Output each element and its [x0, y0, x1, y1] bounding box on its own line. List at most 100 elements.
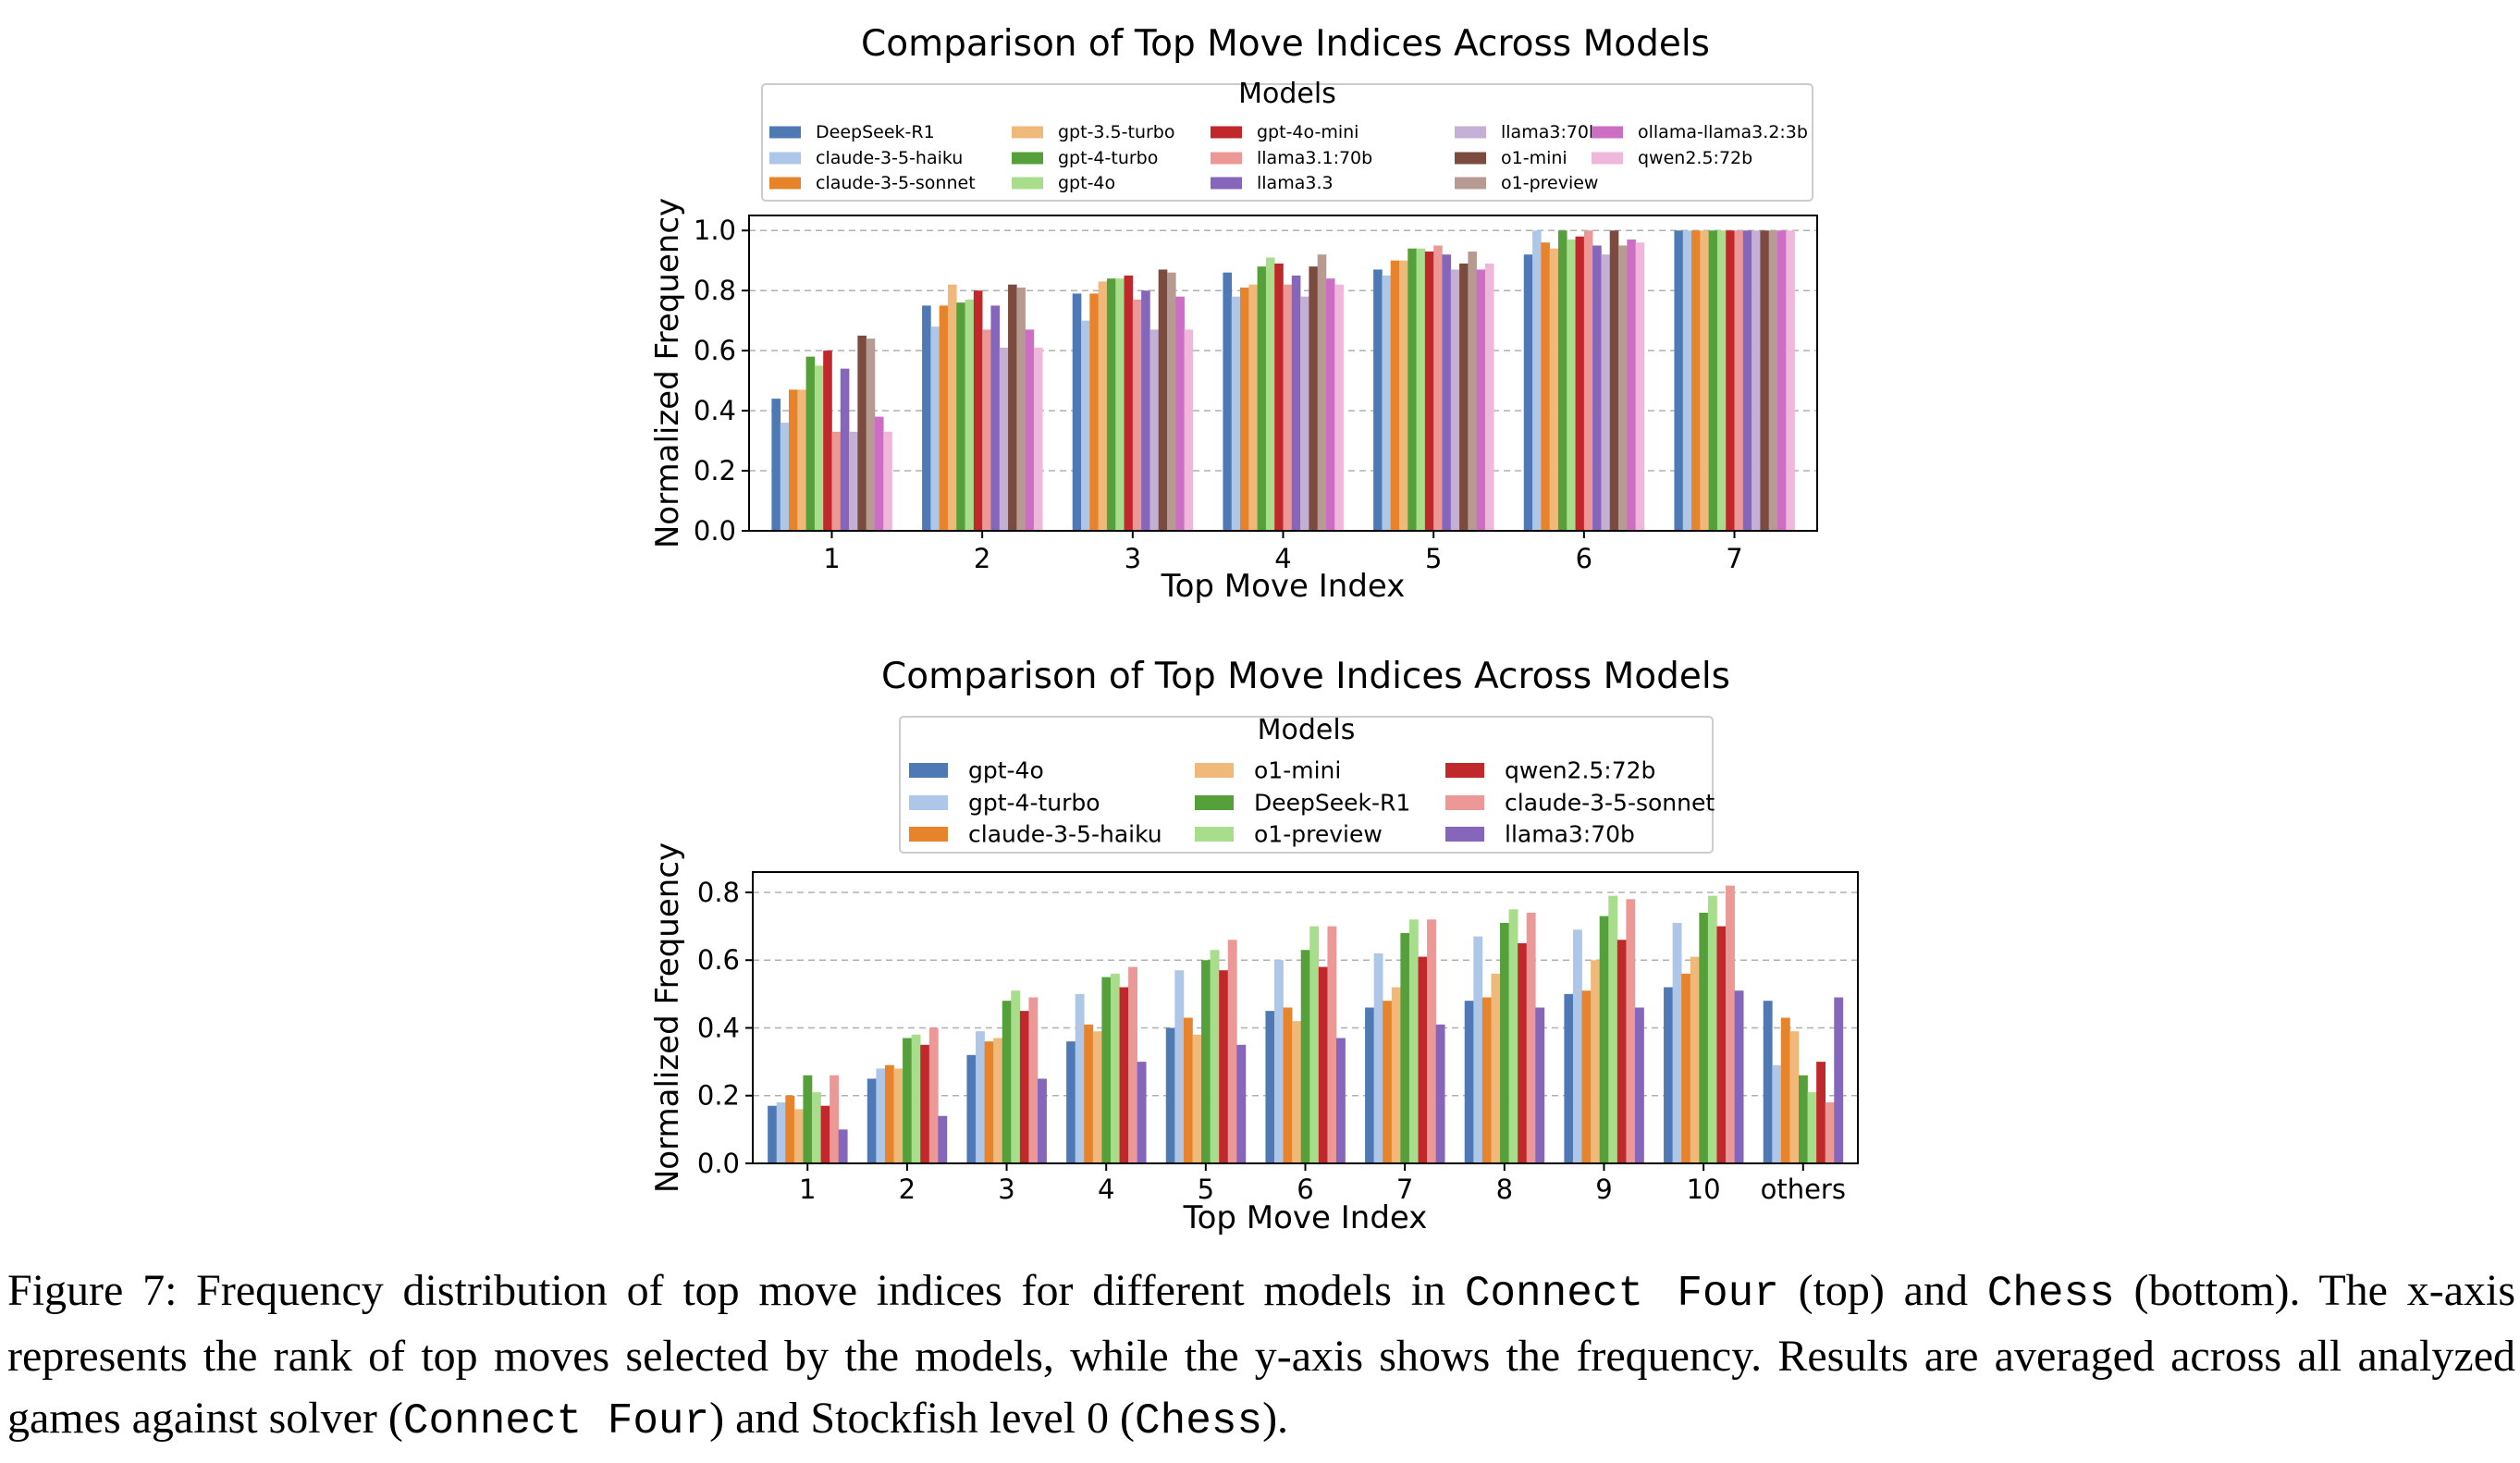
- x-axis-label: Top Move Index: [1161, 568, 1406, 605]
- bar: [1291, 275, 1301, 531]
- bar: [820, 1105, 830, 1163]
- bar: [1292, 1021, 1302, 1163]
- bar: [1072, 293, 1082, 531]
- bar: [1708, 230, 1718, 532]
- bar: [1408, 919, 1419, 1163]
- bar: [785, 1095, 795, 1163]
- bar: [780, 423, 790, 531]
- bar: [1184, 329, 1194, 531]
- caption-text-4: ) and Stockfish level 0 (: [709, 1394, 1136, 1443]
- y-tick-label: 0.2: [694, 455, 736, 486]
- bar: [1210, 950, 1220, 1163]
- legend-label: gpt-4o: [968, 757, 1044, 784]
- legend-swatch: [769, 177, 801, 190]
- bar: [1768, 230, 1778, 532]
- bar: [1424, 251, 1434, 531]
- y-tick-label: 0.2: [697, 1080, 740, 1112]
- bar: [1535, 1007, 1545, 1163]
- bar: [1382, 275, 1391, 531]
- bar: [1825, 1102, 1835, 1163]
- legend-swatch: [1211, 126, 1242, 139]
- bar: [1265, 1011, 1275, 1163]
- bar: [993, 1038, 1003, 1163]
- legend-label: ollama-llama3.2:3b: [1638, 122, 1808, 142]
- bar: [1789, 1031, 1800, 1163]
- bar: [1575, 236, 1585, 532]
- bar: [1265, 257, 1275, 531]
- plot-frame: [752, 871, 1859, 1164]
- bar: [1248, 284, 1258, 531]
- bar: [1066, 1041, 1076, 1163]
- caption-text-5: ).: [1262, 1394, 1289, 1443]
- legend-label: llama3:70b: [1505, 821, 1635, 848]
- x-tick-label: 3: [998, 1174, 1014, 1205]
- bar: [1365, 1007, 1374, 1163]
- bar: [1418, 956, 1428, 1163]
- bar: [1549, 248, 1559, 531]
- x-tick-label: 9: [1595, 1174, 1612, 1205]
- bar: [1691, 230, 1701, 532]
- bar: [1101, 977, 1112, 1163]
- bar: [1567, 239, 1576, 531]
- x-tick-label: 8: [1496, 1174, 1513, 1205]
- bar: [947, 284, 957, 531]
- bar: [1110, 973, 1120, 1163]
- bar: [1236, 1044, 1247, 1163]
- bar: [1223, 272, 1233, 531]
- bar: [1335, 1038, 1346, 1163]
- bar: [830, 1075, 840, 1163]
- bar: [1231, 296, 1241, 531]
- bar: [771, 399, 781, 531]
- bar: [1124, 275, 1134, 531]
- y-tick-label: 0.4: [694, 395, 736, 426]
- bar: [911, 1034, 921, 1163]
- bar: [966, 1054, 977, 1163]
- bar: [1137, 1062, 1147, 1163]
- chart-title: Comparison of Top Move Indices Across Mo…: [881, 656, 1730, 697]
- bar: [1435, 1024, 1445, 1163]
- bar: [1132, 299, 1142, 531]
- bar: [1682, 230, 1692, 532]
- bar: [1752, 230, 1761, 532]
- bar: [1390, 260, 1400, 531]
- legend-label: gpt-4o-mini: [1257, 122, 1358, 142]
- caption-game-chess: Chess: [1986, 1270, 2115, 1318]
- bar: [793, 1109, 804, 1163]
- bar: [1523, 254, 1533, 531]
- legend-swatch: [1592, 152, 1623, 165]
- bar: [884, 1064, 894, 1163]
- legend-box: [899, 716, 1714, 854]
- bar: [1481, 997, 1492, 1163]
- bar: [812, 1092, 821, 1163]
- bar: [903, 1038, 912, 1163]
- caption-game-connect-four: Connect Four: [1464, 1270, 1779, 1318]
- x-tick-label: 4: [1274, 543, 1291, 574]
- legend-label: gpt-4-turbo: [968, 790, 1100, 817]
- bar: [1572, 929, 1582, 1163]
- bar: [956, 302, 965, 531]
- bar: [1581, 990, 1592, 1163]
- legend-swatch: [769, 152, 801, 165]
- bar: [1028, 997, 1039, 1163]
- x-tick-label: 1: [823, 543, 840, 574]
- caption-text-3: (bottom). The x-axis represents the rank…: [7, 1266, 2516, 1443]
- bar: [1491, 973, 1501, 1163]
- legend-swatch: [769, 126, 801, 139]
- bar: [1098, 281, 1108, 531]
- legend-label: qwen2.5:72b: [1505, 757, 1655, 784]
- bar: [867, 1078, 877, 1163]
- x-tick-label: 5: [1198, 1174, 1214, 1205]
- bar: [1318, 966, 1328, 1163]
- bar: [1618, 245, 1628, 531]
- bar: [1283, 1007, 1293, 1163]
- bar: [1672, 922, 1682, 1163]
- bar: [1300, 296, 1309, 531]
- bar: [1700, 230, 1709, 532]
- bar: [776, 1102, 786, 1163]
- legend-label: claude-3-5-sonnet: [1505, 790, 1715, 817]
- x-tick-label: 2: [974, 543, 990, 574]
- bar: [849, 431, 858, 531]
- legend-label: claude-3-5-haiku: [816, 148, 963, 168]
- bar: [1219, 970, 1229, 1163]
- legend-label: qwen2.5:72b: [1638, 148, 1752, 168]
